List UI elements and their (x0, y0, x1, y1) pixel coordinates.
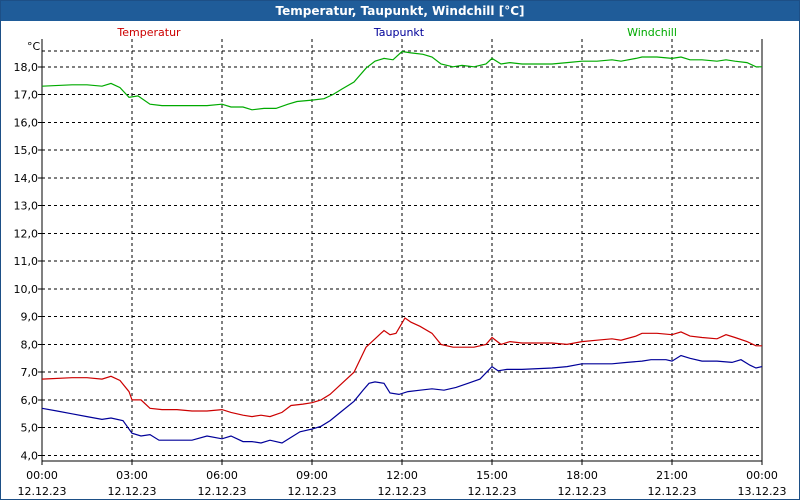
x-tick-time-label: 00:00 (746, 469, 778, 482)
series-lines (41, 50, 763, 444)
y-tick-label: 15,0 (14, 144, 39, 157)
x-tick-date-label: 12.12.23 (648, 485, 697, 498)
legend: Temperatur Taupunkt Windchill (116, 26, 677, 39)
y-tick-label: 13,0 (14, 200, 39, 213)
y-tick-label: 10,0 (14, 283, 39, 296)
x-tick-time-label: 18:00 (566, 469, 598, 482)
y-tick-label: 7,0 (21, 366, 39, 379)
x-tick-time-label: 00:00 (26, 469, 58, 482)
x-tick-date-label: 12.12.23 (198, 485, 247, 498)
y-tick-label: 18,0 (14, 61, 39, 74)
y-tick-label: 11,0 (14, 255, 39, 268)
y-tick-label: 16,0 (14, 116, 39, 129)
series-line-taupunkt (41, 354, 763, 444)
legend-entry-temperatur: Temperatur (116, 26, 181, 39)
x-tick-date-label: 12.12.23 (288, 485, 337, 498)
legend-entry-taupunkt: Taupunkt (373, 26, 425, 39)
y-tick-label: 12,0 (14, 227, 39, 240)
x-tick-date-label: 12.12.23 (558, 485, 607, 498)
x-tick-time-label: 21:00 (656, 469, 688, 482)
grid (42, 39, 762, 461)
axes (38, 39, 763, 465)
x-tick-date-label: 13.12.23 (738, 485, 787, 498)
y-tick-label: 6,0 (21, 394, 39, 407)
x-tick-time-label: 12:00 (386, 469, 418, 482)
y-tick-label: 9,0 (21, 311, 39, 324)
y-axis-unit-label: °C (27, 40, 41, 53)
y-tick-label: 4,0 (21, 449, 39, 462)
x-tick-date-label: 12.12.23 (378, 485, 427, 498)
tick-labels: 4,0 5,0 6,0 7,0 8,0 9,0 10,0 11,0 12,0 13,0 14,0 15… (14, 61, 787, 498)
x-tick-time-label: 09:00 (296, 469, 328, 482)
series-line-windchill (41, 50, 762, 111)
y-tick-label: 14,0 (14, 172, 39, 185)
x-tick-date-label: 12.12.23 (468, 485, 517, 498)
x-tick-time-label: 03:00 (116, 469, 148, 482)
y-tick-label: 8,0 (21, 338, 39, 351)
x-tick-time-label: 15:00 (476, 469, 508, 482)
series-line-temperatur (41, 317, 762, 418)
x-tick-time-label: 06:00 (206, 469, 238, 482)
y-tick-label: 17,0 (14, 89, 39, 102)
x-tick-date-label: 12.12.23 (18, 485, 67, 498)
window-title: Temperatur, Taupunkt, Windchill [°C] (1, 1, 799, 21)
y-tick-label: 5,0 (21, 422, 39, 435)
legend-entry-windchill: Windchill (627, 26, 677, 39)
x-tick-date-label: 12.12.23 (108, 485, 157, 498)
